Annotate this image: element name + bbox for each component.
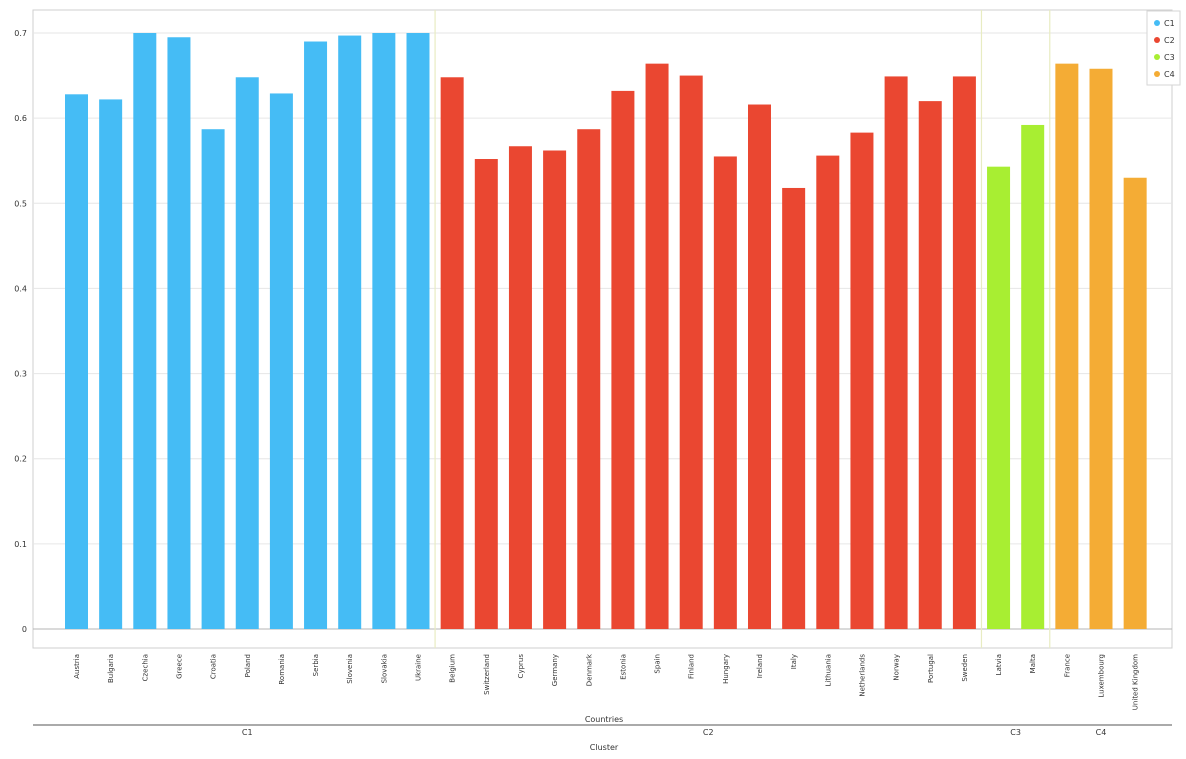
x-tick-label: Hungary xyxy=(722,654,730,684)
x-tick-label: Sweden xyxy=(961,654,969,682)
x-tick-label: Slovenia xyxy=(346,654,354,684)
bar-spain xyxy=(645,63,669,629)
x-tick-label: Czechia xyxy=(141,654,149,681)
bar-greece xyxy=(167,37,191,629)
legend-marker-c3 xyxy=(1154,54,1160,60)
x-tick-label: Ireland xyxy=(756,654,764,678)
x-tick-label: Malta xyxy=(1029,654,1037,673)
bar-sweden xyxy=(952,76,976,630)
bar-serbia xyxy=(304,41,328,630)
bar-layer xyxy=(65,33,1147,630)
legend-label-c3: C3 xyxy=(1164,53,1175,62)
bar-latvia xyxy=(987,166,1011,629)
x-tick-label: Estonia xyxy=(619,654,627,680)
legend-marker-c1 xyxy=(1154,20,1160,26)
x-tick-label: Portugal xyxy=(927,654,935,683)
bar-switzerland xyxy=(474,159,498,630)
y-tick-label: 0.5 xyxy=(14,199,27,208)
y-tick-label: 0.1 xyxy=(14,540,27,549)
y-tick-label: 0.7 xyxy=(14,29,27,38)
legend-label-c2: C2 xyxy=(1164,36,1175,45)
bar-denmark xyxy=(577,129,601,629)
x-tick-label: Italy xyxy=(790,654,798,669)
bar-estonia xyxy=(611,90,635,629)
bar-bulgaria xyxy=(99,99,123,629)
x-tick-label: Serbia xyxy=(312,654,320,676)
bar-ukraine xyxy=(406,33,430,629)
legend-marker-c2 xyxy=(1154,37,1160,43)
bar-portugal xyxy=(918,101,942,630)
category-labels: Austria Bulgaria Czechia Greece Croatia Polan… xyxy=(73,653,1140,710)
x-tick-label: Slovakia xyxy=(380,654,388,683)
x-tick-label: Luxembourg xyxy=(1098,654,1106,698)
bar-belgium xyxy=(440,77,464,629)
legend-label-c4: C4 xyxy=(1164,70,1175,79)
x-tick-label: Spain xyxy=(654,654,662,674)
bar-poland xyxy=(235,77,259,629)
y-tick-label: 0.6 xyxy=(14,114,27,123)
bar-austria xyxy=(65,94,88,629)
group-label-c3: C3 xyxy=(1010,728,1021,737)
x-tick-label: United Kingdom xyxy=(1132,654,1140,710)
legend-label-c1: C1 xyxy=(1164,19,1175,28)
plot-frame xyxy=(32,9,1173,649)
x-tick-label: Romania xyxy=(278,654,286,685)
bar-romania xyxy=(269,93,293,630)
x-tick-label: Austria xyxy=(73,654,81,679)
y-tick-label: 0.2 xyxy=(14,455,27,464)
x-tick-label: France xyxy=(1063,654,1071,677)
group-label-c1: C1 xyxy=(242,728,253,737)
x-tick-label: Belgium xyxy=(449,654,457,683)
legend-box xyxy=(1146,10,1181,86)
axis-layer: 0 0.1 0.2 0.3 0.4 0.5 0.6 0.7 C1 C2 C3 C4 xyxy=(14,29,1172,737)
bar-france xyxy=(1055,63,1079,629)
bar-hungary xyxy=(713,156,737,629)
x-axis-title: Countries xyxy=(585,715,623,724)
x-tick-label: Croatia xyxy=(210,654,218,679)
bar-croatia xyxy=(201,129,225,629)
legend: C1 C2 C3 C4 xyxy=(1146,10,1181,86)
x-tick-label: Bulgaria xyxy=(107,654,115,683)
y-tick-label: 0.3 xyxy=(14,370,27,379)
bar-czechia xyxy=(133,33,157,629)
bar-lithuania xyxy=(816,155,840,629)
bar-malta xyxy=(1021,124,1045,629)
x-tick-label: Netherlands xyxy=(858,654,866,697)
bar-netherlands xyxy=(850,132,874,630)
bar-finland xyxy=(679,75,703,630)
group-label-c2: C2 xyxy=(703,728,714,737)
bar-cyprus xyxy=(508,146,532,630)
bar-slovakia xyxy=(372,33,396,629)
x-tick-label: Greece xyxy=(175,654,183,679)
x-tick-label: Norway xyxy=(893,654,901,681)
x-tick-label: Switzerland xyxy=(483,654,491,695)
x-tick-label: Lithuania xyxy=(824,654,832,686)
bar-slovenia xyxy=(338,35,362,630)
y-tick-label: 0 xyxy=(22,625,27,634)
x-tick-label: Ukraine xyxy=(415,654,423,681)
bar-germany xyxy=(543,150,567,630)
bar-italy xyxy=(782,187,806,629)
bar-norway xyxy=(884,76,908,630)
x-tick-label: Germany xyxy=(551,654,559,686)
x-tick-label: Denmark xyxy=(585,653,593,686)
cluster-separators xyxy=(434,10,1051,648)
x-tick-label: Poland xyxy=(244,654,252,677)
y-tick-label: 0.4 xyxy=(14,284,27,293)
bar-ireland xyxy=(748,104,771,629)
bar-luxembourg xyxy=(1089,68,1113,629)
x-tick-label: Finland xyxy=(688,654,696,679)
x-tick-label: Cyprus xyxy=(517,654,525,679)
bar-united-kingdom xyxy=(1123,177,1147,629)
x-tick-label: Latvia xyxy=(995,654,1003,675)
group-label-c4: C4 xyxy=(1096,728,1107,737)
group-axis-title: Cluster xyxy=(590,743,619,752)
legend-marker-c4 xyxy=(1154,71,1160,77)
